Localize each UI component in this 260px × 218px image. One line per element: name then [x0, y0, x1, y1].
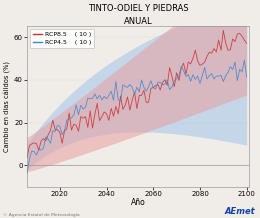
X-axis label: Año: Año: [131, 198, 145, 207]
Legend: RCP8.5    ( 10 ), RCP4.5    ( 10 ): RCP8.5 ( 10 ), RCP4.5 ( 10 ): [30, 29, 94, 48]
Text: AEmet: AEmet: [224, 207, 255, 216]
Title: TINTO-ODIEL Y PIEDRAS
ANUAL: TINTO-ODIEL Y PIEDRAS ANUAL: [88, 4, 188, 26]
Y-axis label: Cambio en dias cálidos (%): Cambio en dias cálidos (%): [4, 61, 11, 152]
Text: © Agencia Estatal de Meteorología: © Agencia Estatal de Meteorología: [3, 213, 79, 217]
